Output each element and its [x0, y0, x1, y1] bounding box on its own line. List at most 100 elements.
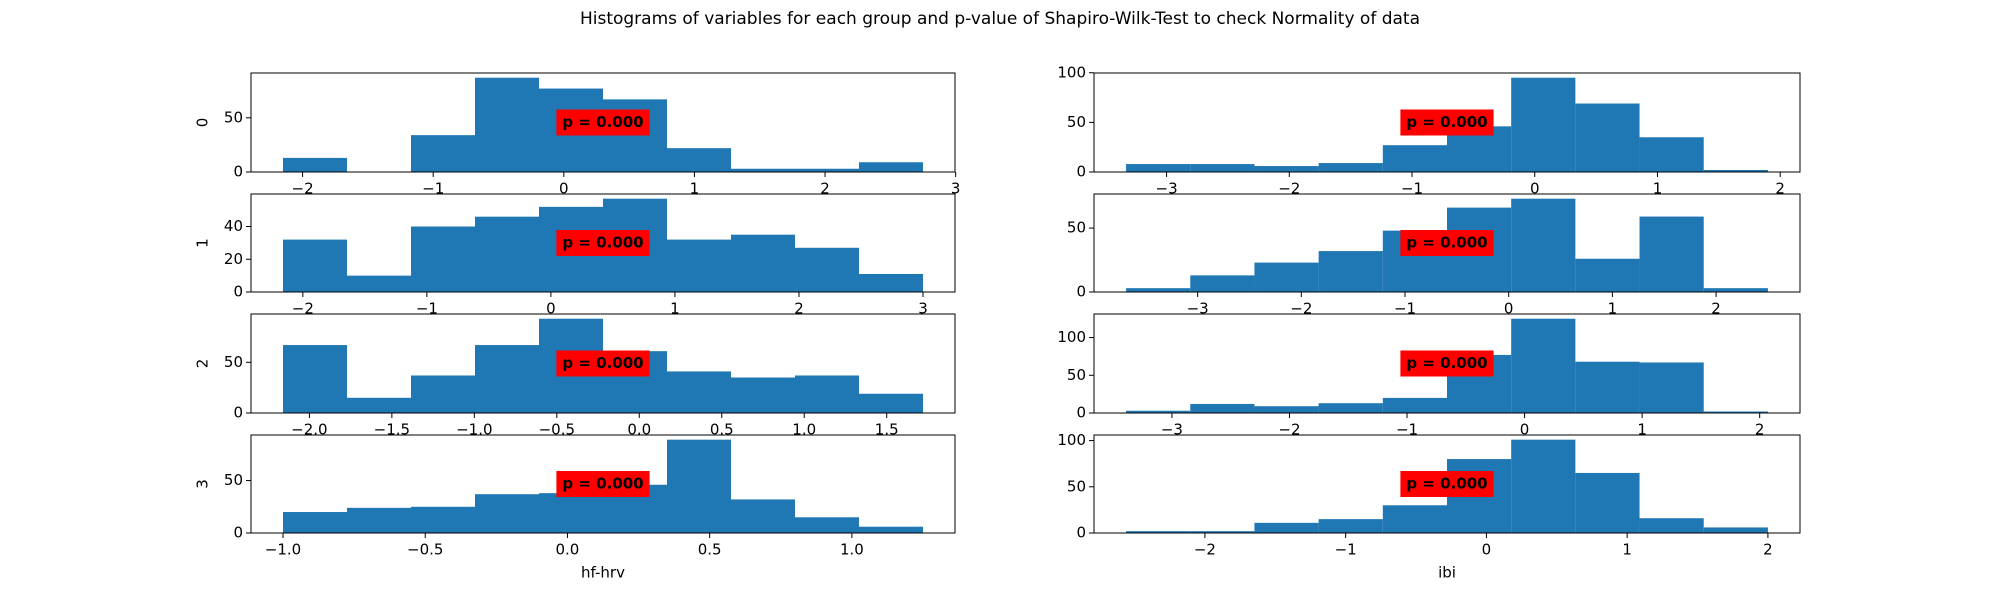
histogram-bar: [667, 148, 731, 172]
annotation: p = 0.000: [562, 234, 643, 252]
histogram-bar: [1254, 522, 1319, 533]
histogram-bar: [1318, 403, 1383, 413]
x-tick-label: −1: [422, 180, 444, 198]
x-tick-label: 1.0: [792, 421, 816, 439]
subplot: −3 −2 −1 0 1 2 0 50 100 p = 0.000: [1057, 313, 1801, 439]
histogram-bar: [795, 247, 859, 292]
histogram-bar: [859, 526, 923, 533]
histogram-bar: [1126, 531, 1191, 533]
annotation: p = 0.000: [562, 113, 643, 131]
histogram-bar: [475, 494, 539, 533]
x-tick-label: 0.5: [710, 421, 734, 439]
histogram-bar: [1318, 163, 1383, 172]
annotation-box: [1400, 350, 1494, 377]
x-axis-label: hf-hrv: [581, 564, 625, 582]
annotation-box: [556, 350, 650, 377]
annotation-box: [556, 230, 650, 256]
histogram-bar: [1318, 251, 1383, 292]
y-tick-label: 50: [224, 353, 243, 371]
histogram-bar: [283, 512, 347, 533]
figure-title: Histograms of variables for each group a…: [580, 9, 1420, 29]
histogram-bar: [1639, 137, 1704, 172]
subplot: −3 −2 −1 0 1 2 0 50 p = 0.000: [1067, 193, 1801, 318]
x-tick-label: −2: [292, 180, 314, 198]
histogram-bar: [1639, 216, 1704, 292]
x-tick-label: −2: [292, 300, 314, 318]
y-tick-label: 20: [224, 250, 243, 268]
histogram-bar: [667, 439, 731, 533]
y-tick-label: 40: [224, 217, 243, 235]
histogram-bar: [731, 168, 795, 172]
subplot: −2 −1 0 1 2 3 0 50 0 p = 0.000: [194, 72, 960, 198]
x-tick-label: −2: [1290, 300, 1312, 318]
histogram-bar: [731, 377, 795, 413]
x-tick-label: 0: [559, 180, 569, 198]
y-tick-label: 100: [1057, 431, 1086, 449]
x-tick-label: 0: [1482, 541, 1492, 559]
x-tick-label: −3: [1161, 421, 1183, 439]
histogram-bar: [1190, 531, 1255, 533]
histogram-bar: [731, 234, 795, 292]
annotation: p = 0.000: [1406, 234, 1487, 252]
x-tick-label: 0: [1520, 421, 1530, 439]
histogram-bar: [1190, 275, 1255, 292]
x-tick-label: 2: [794, 300, 804, 318]
x-tick-label: 2: [1755, 421, 1765, 439]
histogram-bar: [859, 273, 923, 292]
histogram-bar: [411, 135, 475, 172]
y-tick-label: 0: [1076, 524, 1086, 542]
x-tick-label: 3: [918, 300, 928, 318]
x-tick-label: 0.0: [627, 421, 651, 439]
y-axis-label: 3: [194, 479, 212, 489]
x-tick-label: −1: [1401, 180, 1423, 198]
subplot: −2 −1 0 1 2 3 0 20 40 1 p = 0.000: [194, 193, 956, 318]
histogram-bar: [1190, 164, 1255, 172]
x-tick-label: 1.5: [875, 421, 899, 439]
y-tick-label: 0: [233, 163, 243, 181]
axes-frame: [250, 434, 956, 534]
histogram-bar: [1575, 103, 1640, 172]
x-tick-label: 2: [1763, 541, 1773, 559]
histogram-bar: [1126, 288, 1191, 292]
x-tick-label: −3: [1156, 180, 1178, 198]
annotation-box: [556, 471, 650, 497]
histogram-bar: [1703, 170, 1768, 172]
x-tick-label: −0.5: [407, 541, 443, 559]
annotation: p = 0.000: [1406, 354, 1487, 372]
annotation-box: [1400, 109, 1494, 136]
x-tick-label: 2: [1775, 180, 1785, 198]
x-tick-label: −3: [1187, 300, 1209, 318]
annotation-box: [556, 109, 650, 136]
histogram-bar: [1382, 145, 1447, 172]
histogram-bar: [667, 239, 731, 292]
x-tick-label: −1.0: [265, 541, 301, 559]
histogram-bar: [1382, 505, 1447, 533]
x-tick-label: 2: [820, 180, 830, 198]
histogram-bar: [1511, 439, 1576, 533]
annotation: p = 0.000: [562, 475, 643, 493]
y-tick-label: 50: [1067, 113, 1086, 131]
histogram-bar: [795, 375, 859, 413]
histogram-bar: [283, 345, 347, 413]
y-axis-label: 1: [194, 238, 212, 248]
y-tick-label: 0: [233, 404, 243, 422]
subplot: −1.0 −0.5 0.0 0.5 1.0 0 50 3 hf-hrv p = 0.000: [194, 434, 956, 582]
axes-frame: [250, 313, 956, 414]
histogram-bar: [795, 517, 859, 533]
y-tick-label: 50: [1067, 366, 1086, 384]
histogram-bar: [859, 162, 923, 172]
y-axis-label: 0: [194, 118, 212, 128]
histogram-bar: [795, 168, 859, 172]
histogram-bar: [1639, 518, 1704, 533]
x-tick-label: −1: [1396, 421, 1418, 439]
y-axis-label: 2: [194, 359, 212, 369]
y-tick-label: 50: [224, 471, 243, 489]
histogram-bar: [283, 157, 347, 172]
histogram-bar: [411, 375, 475, 413]
histogram-bar: [1511, 77, 1576, 172]
x-tick-label: 1: [670, 300, 680, 318]
x-tick-label: 1: [1608, 300, 1618, 318]
x-tick-label: 0: [1504, 300, 1514, 318]
y-tick-label: 100: [1057, 328, 1086, 346]
axes-frame: [250, 72, 956, 173]
